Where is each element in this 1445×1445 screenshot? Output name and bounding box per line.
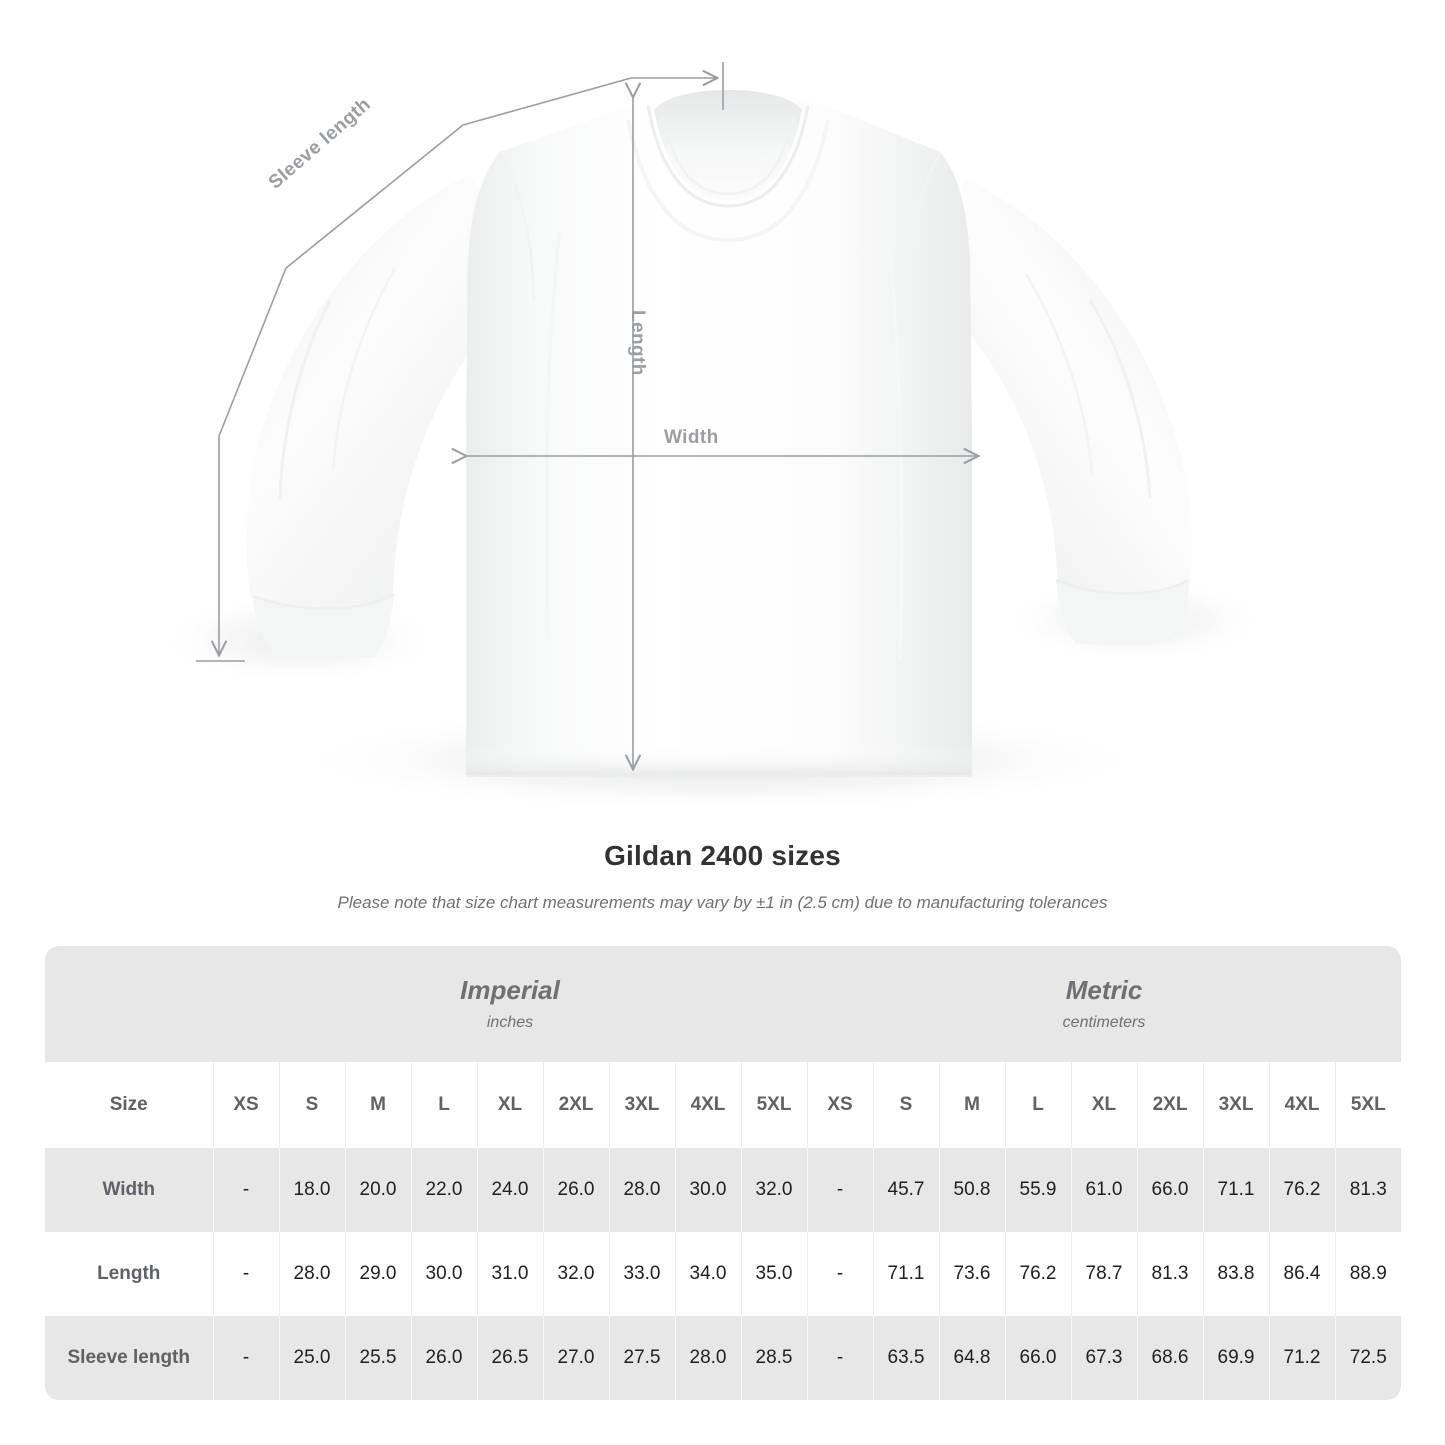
column-header-4xl-imperial: 4XL — [674, 1062, 741, 1148]
table-row-sleeve-length: Sleeve length - 25.0 25.5 26.0 26.5 27.0… — [45, 1316, 1402, 1400]
width-label: Width — [664, 427, 719, 448]
cell-width-3xl-in: 28.0 — [608, 1148, 675, 1232]
column-header-s-metric: S — [872, 1062, 940, 1148]
garment-diagram: Sleeve length Length Width — [160, 62, 1265, 812]
title-block: Gildan 2400 sizes Please note that size … — [0, 840, 1445, 913]
cell-length-2xl-cm: 81.3 — [1136, 1232, 1204, 1316]
cell-width-5xl-cm: 81.3 — [1334, 1148, 1402, 1232]
cell-sleeve-3xl-cm: 69.9 — [1202, 1316, 1270, 1400]
cell-length-4xl-cm: 86.4 — [1268, 1232, 1336, 1316]
corner-header-size: Size — [109, 1094, 148, 1115]
cell-sleeve-3xl-in: 27.5 — [608, 1316, 675, 1400]
column-header-3xl-metric: 3XL — [1202, 1062, 1270, 1148]
unit-band-spacer — [45, 946, 213, 1062]
cell-sleeve-s-cm: 63.5 — [872, 1316, 940, 1400]
cell-width-m-in: 20.0 — [344, 1148, 411, 1232]
cell-length-4xl-in: 34.0 — [674, 1232, 741, 1316]
tolerance-note: Please note that size chart measurements… — [337, 893, 1108, 912]
cell-width-xl-cm: 61.0 — [1070, 1148, 1138, 1232]
table-header-row: Size XS S M L XL 2XL 3XL 4XL 5XL XS S M … — [45, 1062, 1402, 1148]
size-chart-table: Imperial inches Metric centimeters Size … — [45, 946, 1402, 1400]
cell-width-l-cm: 55.9 — [1004, 1148, 1072, 1232]
cell-sleeve-l-cm: 66.0 — [1004, 1316, 1072, 1400]
cell-sleeve-4xl-in: 28.0 — [674, 1316, 741, 1400]
cell-width-4xl-cm: 76.2 — [1268, 1148, 1336, 1232]
cell-sleeve-4xl-cm: 71.2 — [1268, 1316, 1336, 1400]
column-header-4xl-metric: 4XL — [1268, 1062, 1336, 1148]
cell-length-xs-cm: - — [806, 1232, 874, 1316]
column-header-xs-metric: XS — [806, 1062, 874, 1148]
cell-sleeve-l-in: 26.0 — [410, 1316, 477, 1400]
cell-width-xs-in: - — [212, 1148, 279, 1232]
cell-width-5xl-in: 32.0 — [740, 1148, 808, 1232]
cell-length-xs-in: - — [212, 1232, 279, 1316]
cell-length-xl-cm: 78.7 — [1070, 1232, 1138, 1316]
length-label: Length — [627, 310, 648, 376]
cell-length-s-cm: 71.1 — [872, 1232, 940, 1316]
unit-group-metric: Metric centimeters — [807, 946, 1401, 1062]
column-header-m-imperial: M — [344, 1062, 411, 1148]
cell-length-5xl-cm: 88.9 — [1334, 1232, 1402, 1316]
unit-group-imperial: Imperial inches — [213, 946, 807, 1062]
table-row-width: Width - 18.0 20.0 22.0 24.0 26.0 28.0 30… — [45, 1148, 1402, 1232]
column-header-xs-imperial: XS — [212, 1062, 279, 1148]
column-header-m-metric: M — [938, 1062, 1006, 1148]
cell-sleeve-2xl-in: 27.0 — [542, 1316, 609, 1400]
row-label-width: Width — [102, 1179, 156, 1200]
cell-length-xl-in: 31.0 — [476, 1232, 543, 1316]
column-header-5xl-imperial: 5XL — [740, 1062, 808, 1148]
cell-length-m-cm: 73.6 — [938, 1232, 1006, 1316]
unit-system-name-imperial: Imperial — [460, 974, 560, 1005]
page-title: Gildan 2400 sizes — [604, 840, 841, 871]
column-header-3xl-imperial: 3XL — [608, 1062, 675, 1148]
long-sleeve-shirt-illustration — [160, 62, 1265, 812]
sleeve-length-measure-line — [196, 62, 724, 662]
cell-width-m-cm: 50.8 — [938, 1148, 1006, 1232]
cell-width-4xl-in: 30.0 — [674, 1148, 741, 1232]
column-header-l-imperial: L — [410, 1062, 477, 1148]
cell-length-m-in: 29.0 — [344, 1232, 411, 1316]
column-header-s-imperial: S — [278, 1062, 345, 1148]
column-header-2xl-imperial: 2XL — [542, 1062, 609, 1148]
cell-length-l-in: 30.0 — [410, 1232, 477, 1316]
cell-sleeve-xl-in: 26.5 — [476, 1316, 543, 1400]
cell-sleeve-xs-in: - — [212, 1316, 279, 1400]
cell-width-xs-cm: - — [806, 1148, 874, 1232]
cell-length-l-cm: 76.2 — [1004, 1232, 1072, 1316]
unit-system-band: Imperial inches Metric centimeters — [45, 946, 1402, 1062]
cell-length-5xl-in: 35.0 — [740, 1232, 808, 1316]
cell-width-2xl-in: 26.0 — [542, 1148, 609, 1232]
unit-measure-imperial: inches — [486, 1014, 534, 1032]
cell-length-s-in: 28.0 — [278, 1232, 345, 1316]
cell-width-xl-in: 24.0 — [476, 1148, 543, 1232]
table-row-length: Length - 28.0 29.0 30.0 31.0 32.0 33.0 3… — [45, 1232, 1402, 1316]
cell-sleeve-xl-cm: 67.3 — [1070, 1316, 1138, 1400]
unit-system-name-metric: Metric — [1065, 974, 1143, 1005]
row-label-sleeve-length: Sleeve length — [67, 1347, 191, 1368]
row-label-length: Length — [97, 1263, 161, 1284]
column-header-l-metric: L — [1004, 1062, 1072, 1148]
column-header-xl-imperial: XL — [476, 1062, 543, 1148]
cell-sleeve-xs-cm: - — [806, 1316, 874, 1400]
cell-sleeve-m-cm: 64.8 — [938, 1316, 1006, 1400]
cell-width-s-in: 18.0 — [278, 1148, 345, 1232]
cell-width-l-in: 22.0 — [410, 1148, 477, 1232]
cell-length-3xl-in: 33.0 — [608, 1232, 675, 1316]
unit-measure-metric: centimeters — [1062, 1014, 1146, 1032]
cell-sleeve-5xl-in: 28.5 — [740, 1316, 808, 1400]
cell-width-s-cm: 45.7 — [872, 1148, 940, 1232]
cell-sleeve-s-in: 25.0 — [278, 1316, 345, 1400]
cell-sleeve-2xl-cm: 68.6 — [1136, 1316, 1204, 1400]
column-header-xl-metric: XL — [1070, 1062, 1138, 1148]
cell-width-3xl-cm: 71.1 — [1202, 1148, 1270, 1232]
cell-length-3xl-cm: 83.8 — [1202, 1232, 1270, 1316]
cell-sleeve-5xl-cm: 72.5 — [1334, 1316, 1402, 1400]
cell-length-2xl-in: 32.0 — [542, 1232, 609, 1316]
column-header-2xl-metric: 2XL — [1136, 1062, 1204, 1148]
cell-width-2xl-cm: 66.0 — [1136, 1148, 1204, 1232]
column-header-5xl-metric: 5XL — [1334, 1062, 1402, 1148]
cell-sleeve-m-in: 25.5 — [344, 1316, 411, 1400]
